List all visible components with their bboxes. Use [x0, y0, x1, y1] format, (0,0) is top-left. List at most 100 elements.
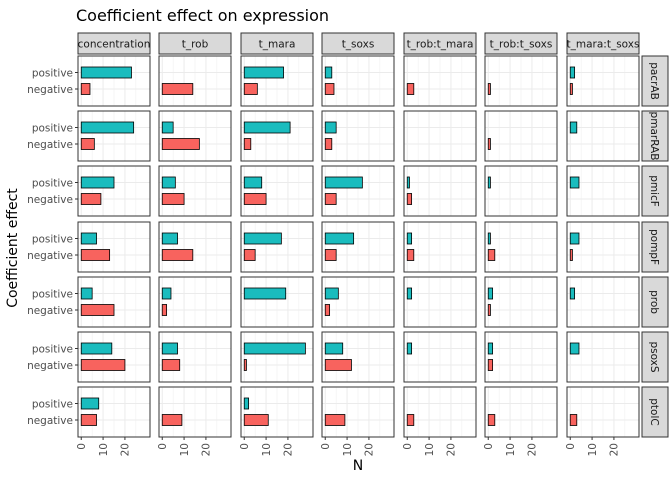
- panel-border: [158, 165, 232, 217]
- bar-positive: [161, 121, 174, 134]
- bar-positive: [243, 176, 263, 189]
- facet-panel: [158, 165, 232, 217]
- bar-negative: [406, 249, 415, 261]
- y-tick-label: negative: [27, 194, 73, 206]
- x-axis-title: N: [353, 458, 363, 474]
- facet-panel: [321, 331, 395, 383]
- panel-border: [158, 55, 232, 107]
- row-strip-label: prob: [648, 290, 660, 314]
- panel-border: [566, 55, 640, 107]
- column-strip: t_rob:t_mara: [403, 32, 477, 55]
- x-tick-label: 0: [320, 443, 332, 450]
- x-tick-label: 10: [179, 443, 191, 456]
- facet-panel: [77, 165, 151, 217]
- facet-panel: [321, 110, 395, 162]
- panel-border: [77, 165, 151, 217]
- x-tick-label: 20: [201, 443, 213, 456]
- facet-panel: [240, 221, 314, 273]
- facet-panel: [484, 110, 558, 162]
- facet-panel: [240, 331, 314, 383]
- panel-border: [77, 55, 151, 107]
- panel-border: [403, 55, 477, 107]
- row-strip-label: pompF: [648, 229, 660, 265]
- facet-panel: [321, 276, 395, 328]
- column-strip-box: [321, 32, 395, 55]
- x-tick-label: 20: [120, 443, 132, 456]
- panel-border: [566, 221, 640, 273]
- row-strip-label: pmicF: [648, 175, 660, 207]
- column-strip: t_rob:t_soxs: [484, 32, 558, 55]
- bar-positive: [243, 342, 306, 355]
- bar-negative: [80, 359, 126, 371]
- panel-border: [240, 165, 314, 217]
- facet-panel: [566, 331, 640, 383]
- bar-negative: [80, 249, 111, 261]
- column-strip: t_mara:t_soxs: [566, 32, 640, 55]
- row-strip-label: pacrAB: [648, 62, 660, 100]
- x-tick-label: 20: [364, 443, 376, 456]
- facet-panel: [484, 165, 558, 217]
- bar-positive: [161, 176, 176, 189]
- panel-border: [403, 386, 477, 438]
- bar-positive: [406, 176, 410, 189]
- facet-panel: [158, 55, 232, 107]
- bar-positive: [161, 287, 172, 300]
- facet-panel: [158, 331, 232, 383]
- panel-border: [403, 276, 477, 328]
- bar-positive: [324, 287, 339, 300]
- bar-negative: [80, 304, 115, 316]
- x-tick-label: 10: [98, 443, 110, 456]
- bar-positive: [569, 342, 580, 355]
- panel-border: [240, 331, 314, 383]
- panel-border: [484, 331, 558, 383]
- bar-negative: [161, 193, 185, 205]
- y-tick-label: negative: [27, 305, 73, 317]
- row-strip: pmicF: [641, 165, 669, 217]
- y-axis-title: Coefficient effect: [5, 188, 21, 308]
- bar-negative: [243, 138, 252, 150]
- bar-negative: [487, 359, 494, 371]
- bar-positive: [569, 176, 580, 189]
- row-strip-box: [641, 221, 669, 273]
- bar-positive: [80, 66, 132, 79]
- row-strip-box: [641, 55, 669, 107]
- bar-positive: [80, 397, 100, 410]
- facet-panel: [566, 110, 640, 162]
- facet-panel: [321, 55, 395, 107]
- bar-positive: [487, 232, 491, 245]
- bar-positive: [324, 232, 355, 245]
- column-strip-label: t_mara:t_soxs: [567, 39, 640, 51]
- column-strip: t_rob: [158, 32, 232, 55]
- facet-panel: [484, 386, 558, 438]
- bar-positive: [80, 287, 93, 300]
- x-tick-label: 10: [505, 443, 517, 456]
- x-tick-label: 20: [283, 443, 295, 456]
- row-strip-box: [641, 331, 669, 383]
- panel-border: [158, 221, 232, 273]
- facet-panel: [240, 386, 314, 438]
- bar-positive: [243, 121, 291, 134]
- column-strip-box: [403, 32, 477, 55]
- x-tick-label: 0: [157, 443, 169, 450]
- facet-panel: [484, 331, 558, 383]
- panel-border: [403, 110, 477, 162]
- x-tick-label: 20: [609, 443, 621, 456]
- bar-negative: [487, 249, 496, 261]
- bar-positive: [406, 232, 413, 245]
- column-strip-label: concentration: [78, 39, 151, 51]
- bar-positive: [324, 121, 337, 134]
- facet-panel: [240, 165, 314, 217]
- panel-border: [484, 110, 558, 162]
- panel-border: [403, 331, 477, 383]
- bar-positive: [80, 176, 115, 189]
- facet-panel: [158, 110, 232, 162]
- x-tick-label: 10: [342, 443, 354, 456]
- bar-positive: [80, 121, 135, 134]
- bar-negative: [243, 414, 269, 426]
- facet-panel: [403, 221, 477, 273]
- column-strip: t_soxs: [321, 32, 395, 55]
- column-strip-box: [77, 32, 151, 55]
- panel-border: [484, 55, 558, 107]
- facet-panel: [484, 221, 558, 273]
- row-strip-label: ptolC: [648, 398, 660, 425]
